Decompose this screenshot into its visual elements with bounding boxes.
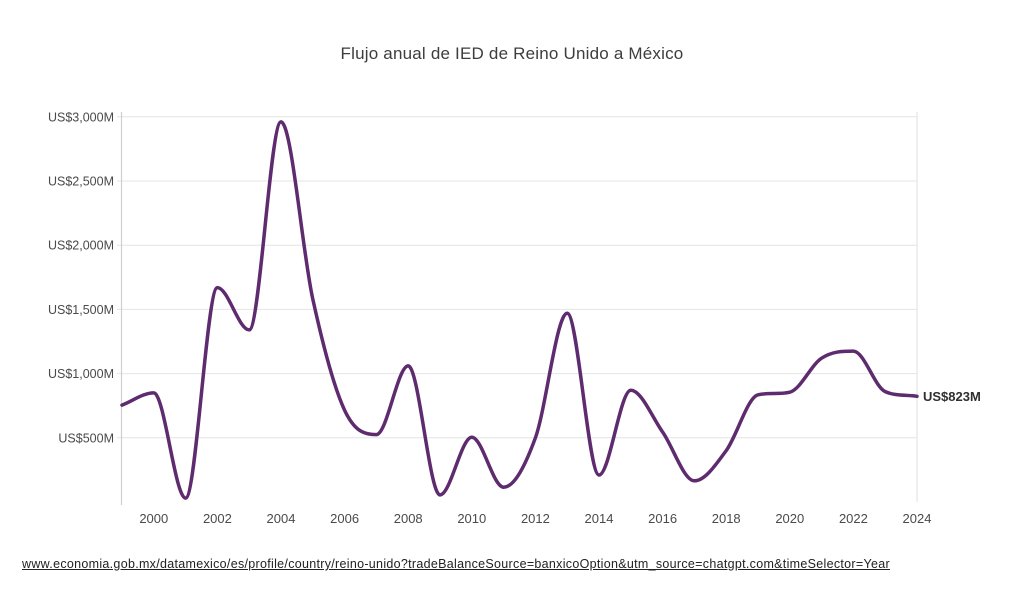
- x-axis-tick-label: 2024: [903, 511, 932, 526]
- x-axis-tick-label: 2010: [457, 511, 486, 526]
- x-axis-tick-label: 2006: [330, 511, 359, 526]
- x-axis-tick-label: 2014: [585, 511, 614, 526]
- y-axis-tick-label: US$2,000M: [48, 239, 114, 253]
- x-axis-tick-label: 2020: [775, 511, 804, 526]
- x-axis-tick-label: 2000: [139, 511, 168, 526]
- y-axis-tick-label: US$500M: [58, 431, 114, 445]
- source-url-link[interactable]: www.economia.gob.mx/datamexico/es/profil…: [22, 557, 890, 571]
- y-axis-tick-label: US$1,500M: [48, 303, 114, 317]
- x-axis-tick-label: 2012: [521, 511, 550, 526]
- x-axis-tick-label: 2002: [203, 511, 232, 526]
- y-axis-tick-label: US$3,000M: [48, 110, 114, 124]
- x-axis-tick-label: 2018: [712, 511, 741, 526]
- x-axis-tick-label: 2004: [267, 511, 296, 526]
- series-end-value-label: US$823M: [923, 389, 981, 404]
- x-axis-tick-label: 2022: [839, 511, 868, 526]
- x-axis-tick-label: 2016: [648, 511, 677, 526]
- y-axis-tick-label: US$1,000M: [48, 367, 114, 381]
- chart-title: Flujo anual de IED de Reino Unido a Méxi…: [340, 44, 684, 63]
- x-axis-tick-label: 2008: [394, 511, 423, 526]
- fdi-series-line: [120, 120, 919, 500]
- y-axis-tick-label: US$2,500M: [48, 175, 114, 189]
